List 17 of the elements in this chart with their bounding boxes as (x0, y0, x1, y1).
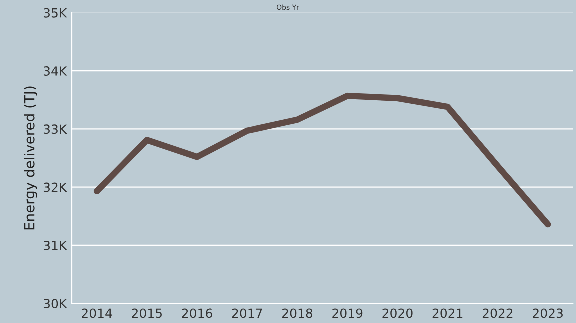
x-tick-label: 2018 (282, 308, 313, 318)
x-tick-label: 2022 (482, 308, 513, 318)
x-tick-label: 2015 (132, 308, 162, 318)
x-tick-label: 2014 (82, 308, 112, 318)
y-tick-label: 31K (44, 240, 68, 250)
x-tick-label: 2019 (332, 308, 363, 318)
y-tick-label: 30K (44, 299, 68, 309)
x-tick-label: 2020 (382, 308, 413, 318)
x-tick-label: 2016 (182, 308, 212, 318)
x-tick-label: 2017 (232, 308, 262, 318)
x-tick-label: 2021 (432, 308, 463, 318)
x-tick-label: 2023 (533, 308, 563, 318)
y-tick-label: 35K (44, 8, 68, 18)
y-tick-label: 32K (44, 182, 68, 192)
y-tick-label: 33K (44, 124, 68, 134)
y-axis-title: Energy delivered (TJ) (24, 86, 38, 230)
y-tick-label: 34K (44, 66, 68, 76)
